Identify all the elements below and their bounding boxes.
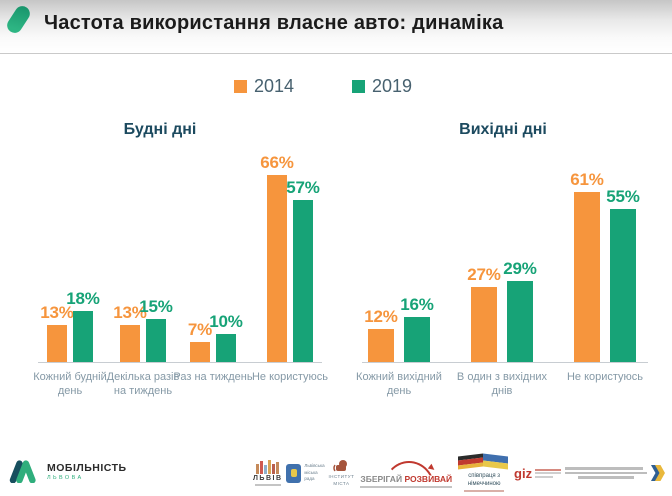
category-label: Не користуюсь <box>251 371 329 383</box>
legend-label-2019: 2019 <box>372 76 413 96</box>
mobility-lviv-logo: МОБІЛЬНІСТЬ ЛЬВОВА <box>9 459 127 483</box>
bar-chart-weekdays: 13% 18% Кожний будній день 13% 15% Декілька р… <box>33 150 328 397</box>
german-ukrainian-flags-icon <box>458 453 510 470</box>
bar-2014-cat1 <box>120 325 140 362</box>
header-divider <box>0 53 672 54</box>
category-label: Декілька разів на тиждень <box>106 371 180 398</box>
legend: 2014 2019 <box>0 76 659 97</box>
bar-value-label: 13% <box>40 303 74 322</box>
lion-icon <box>333 460 348 472</box>
category-label: В один з вихідних днів <box>456 371 548 398</box>
cooperation-label: співпраця з німеччиною <box>468 472 501 488</box>
keep-develop-logo: ЗБЕРІГАЙ РОЗВИВАЙ <box>358 459 454 488</box>
category-label: Раз на тиждень <box>173 371 253 383</box>
giz-logo: giz <box>514 465 562 481</box>
bar-value-label: 61% <box>570 170 604 189</box>
bar-2019-cat0 <box>404 317 430 362</box>
bar-2014-cat2 <box>574 192 600 362</box>
bar-value-label: 66% <box>260 153 294 172</box>
x-axis-line <box>38 362 322 363</box>
bar-2014-cat3 <box>267 175 287 362</box>
coop-tagline <box>464 490 505 493</box>
bar-value-label: 27% <box>467 265 501 284</box>
lviv-city-logo: ЛЬВІВ <box>253 460 283 486</box>
bar-2019-cat3 <box>293 200 313 362</box>
bar-value-label: 10% <box>209 312 243 331</box>
bar-chart-weekends: 12% 16% Кожний вихідний день 27% 29% В один з… <box>356 150 648 397</box>
category-label: Не користуюсь <box>566 371 644 383</box>
brand-subtitle: ЛЬВОВА <box>47 474 84 481</box>
germany-cooperation-logo: співпраця з німеччиною <box>458 453 510 493</box>
city-institute-logo: ІНСТИТУТ МІСТА <box>328 459 354 487</box>
bar-value-label: 12% <box>364 307 398 326</box>
chart-title-weekdays: Будні дні <box>123 121 197 138</box>
lviv-towers-icon <box>256 460 280 474</box>
bar-value-label: 7% <box>187 320 213 339</box>
legend-swatch-2014 <box>233 80 247 93</box>
bar-2019-cat2 <box>216 334 236 362</box>
bar-value-label: 16% <box>400 295 434 314</box>
legend-label-2014: 2014 <box>253 76 294 96</box>
keep-word: ЗБЕРІГАЙ <box>360 473 403 484</box>
lviv-tagline <box>254 484 281 486</box>
legend-swatch-2019 <box>352 80 365 93</box>
green-drop-icon <box>4 3 33 36</box>
lviv-city-label: ЛЬВІВ <box>253 475 283 482</box>
coop-line1: співпраця з <box>468 472 501 479</box>
bar-2019-cat1 <box>507 281 533 362</box>
council-line1: Львівська <box>304 462 325 468</box>
council-shield-icon <box>286 463 302 483</box>
bar-2014-cat0 <box>368 329 394 362</box>
bar-2014-cat0 <box>47 325 67 362</box>
ministry-logo <box>564 465 665 481</box>
coop-line2: німеччиною <box>467 481 501 487</box>
bar-value-label: 13% <box>113 303 147 322</box>
x-axis-line <box>362 362 648 363</box>
mobility-brand-text: МОБІЛЬНІСТЬ ЛЬВОВА <box>47 462 127 481</box>
council-line2: міська <box>304 469 318 475</box>
legend-item-2019: 2019 <box>352 76 412 97</box>
chevron-arrows-icon <box>650 465 665 481</box>
bar-value-label: 15% <box>139 297 173 316</box>
legend-item-2014: 2014 <box>233 76 294 97</box>
ministry-text-lines <box>564 465 647 481</box>
bar-value-label: 18% <box>66 289 100 308</box>
institute-line1: ІНСТИТУТ <box>328 474 355 480</box>
bar-value-label: 57% <box>286 178 320 197</box>
giz-label: giz <box>514 465 533 481</box>
red-arrow-icon <box>383 459 437 474</box>
bar-2019-cat2 <box>610 209 636 362</box>
header: Частота використання власне авто: динамі… <box>0 0 672 53</box>
institute-line2: МІСТА <box>333 480 350 486</box>
bar-2019-cat0 <box>73 311 93 362</box>
bar-2014-cat1 <box>471 287 497 362</box>
bar-value-label: 29% <box>503 259 537 278</box>
category-label: Кожний будній день <box>33 371 107 398</box>
bar-2019-cat1 <box>146 319 166 362</box>
mobility-m-icon <box>9 460 36 483</box>
council-line3: рада <box>304 476 315 482</box>
bar-2014-cat2 <box>190 342 210 362</box>
category-label: Кожний вихідний день <box>356 371 442 398</box>
partner-logos-row: ЛЬВІВ Львівська міська рада ІНСТИТУТ МІС… <box>253 450 665 496</box>
bar-value-label: 55% <box>606 187 640 206</box>
page-title: Частота використання власне авто: динамі… <box>44 12 504 34</box>
council-label: Львівська міська рада <box>304 463 324 483</box>
city-council-logo: Львівська міська рада <box>286 463 325 483</box>
brand-title: МОБІЛЬНІСТЬ <box>47 461 127 474</box>
institute-label: ІНСТИТУТ МІСТА <box>328 474 354 487</box>
giz-text-lines <box>535 467 562 479</box>
chart-title-weekends: Вихідні дні <box>459 121 547 138</box>
